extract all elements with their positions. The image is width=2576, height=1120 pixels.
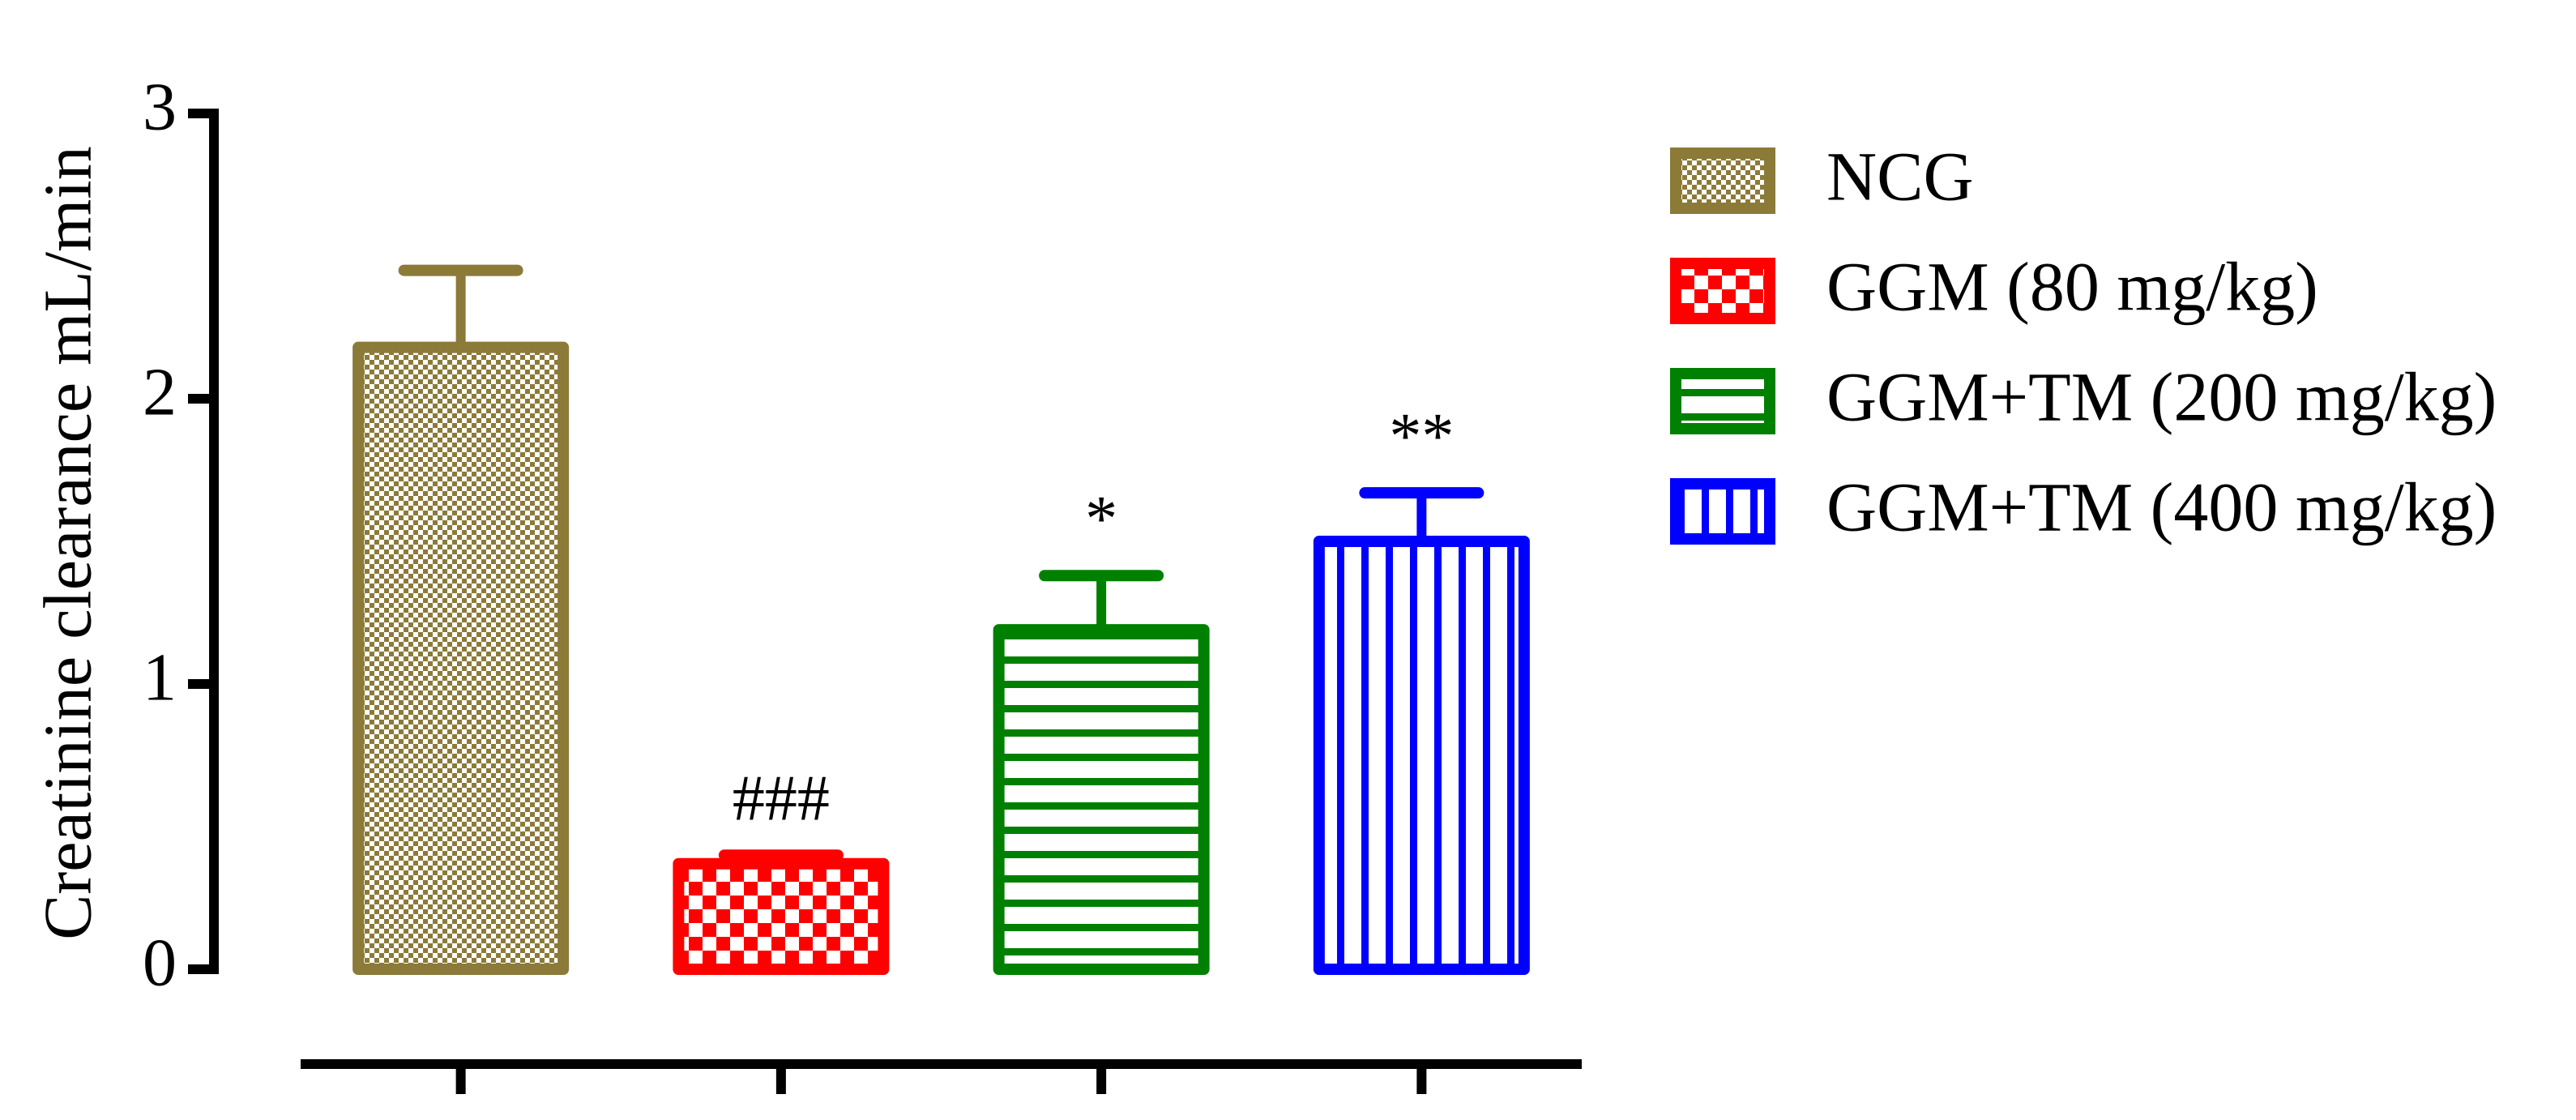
bar bbox=[673, 857, 890, 976]
bar bbox=[993, 624, 1210, 975]
legend-swatch bbox=[1670, 368, 1775, 434]
bar bbox=[352, 341, 570, 975]
annotation: ** bbox=[1389, 401, 1454, 472]
y-axis-label: Creatinine clearance mL/min bbox=[30, 146, 105, 940]
legend-label: GGM (80 mg/kg) bbox=[1826, 248, 2318, 326]
annotation: ### bbox=[733, 763, 830, 835]
y-tick-label: 1 bbox=[143, 639, 177, 715]
y-tick-label: 3 bbox=[143, 69, 177, 144]
y-tick-label: 0 bbox=[143, 925, 177, 1000]
bar bbox=[1313, 536, 1530, 975]
y-tick-label: 2 bbox=[143, 354, 177, 430]
legend-swatch bbox=[1670, 478, 1775, 545]
legend-swatch bbox=[1670, 258, 1775, 324]
legend-label: GGM+TM (200 mg/kg) bbox=[1826, 358, 2497, 436]
annotation: * bbox=[1085, 484, 1117, 555]
legend-label: NCG bbox=[1826, 138, 1974, 216]
legend-swatch bbox=[1670, 147, 1775, 214]
legend-label: GGM+TM (400 mg/kg) bbox=[1826, 468, 2497, 546]
